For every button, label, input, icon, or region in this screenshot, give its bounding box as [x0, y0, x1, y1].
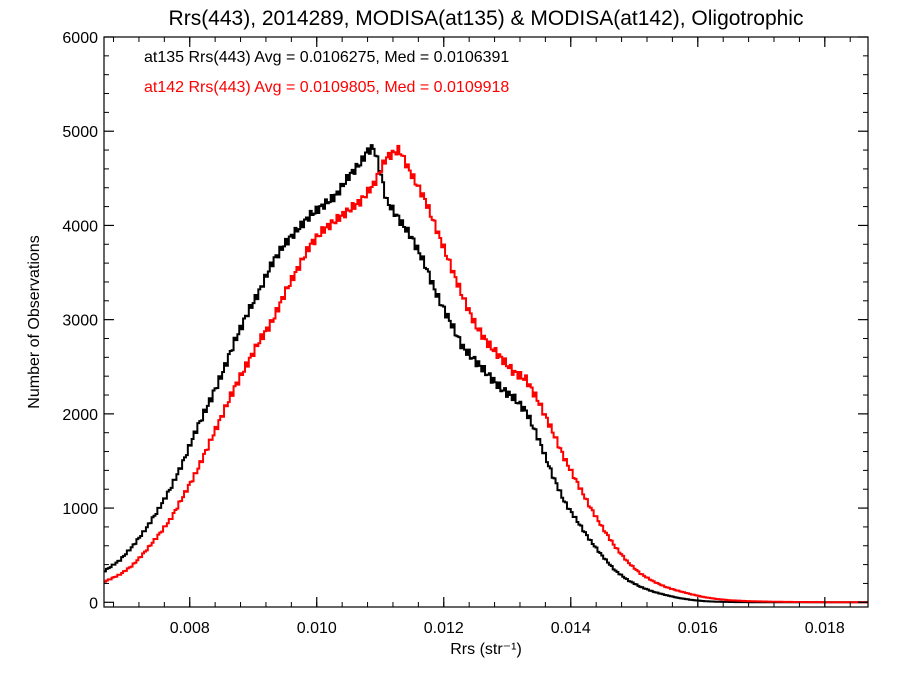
- y-tick-label: 0: [89, 595, 98, 612]
- plot-frame: [103, 36, 869, 608]
- x-tick-label: 0.012: [424, 620, 464, 637]
- x-tick-label: 0.018: [805, 620, 845, 637]
- x-tick-label: 0.014: [551, 620, 591, 637]
- x-tick-label: 0.010: [297, 620, 337, 637]
- y-tick-label: 5000: [62, 124, 98, 141]
- x-tick-label: 0.016: [678, 620, 718, 637]
- y-tick-label: 2000: [62, 407, 98, 424]
- legend-entry-at142: at142 Rrs(443) Avg = 0.0109805, Med = 0.…: [144, 79, 509, 96]
- chart-title: Rrs(443), 2014289, MODISA(at135) & MODIS…: [169, 7, 804, 30]
- y-tick-label: 6000: [62, 30, 98, 47]
- y-axis-label: Number of Observations: [26, 235, 43, 408]
- y-tick-label: 1000: [62, 501, 98, 518]
- y-tick-label: 4000: [62, 218, 98, 235]
- y-tick-label: 3000: [62, 313, 98, 330]
- series-line-at135: [104, 144, 868, 604]
- legend-entry-at135: at135 Rrs(443) Avg = 0.0106275, Med = 0.…: [144, 49, 509, 66]
- plot-area: [104, 144, 868, 604]
- x-axis-label: Rrs (str⁻¹): [450, 641, 522, 658]
- axes: 0.008 0.010 0.012 0.014 0.016 0.018 0 1000 2000 3…: [62, 30, 869, 637]
- legend: at135 Rrs(443) Avg = 0.0106275, Med = 0.…: [144, 49, 509, 96]
- x-tick-label: 0.008: [170, 620, 210, 637]
- series-line-at142: [104, 144, 868, 604]
